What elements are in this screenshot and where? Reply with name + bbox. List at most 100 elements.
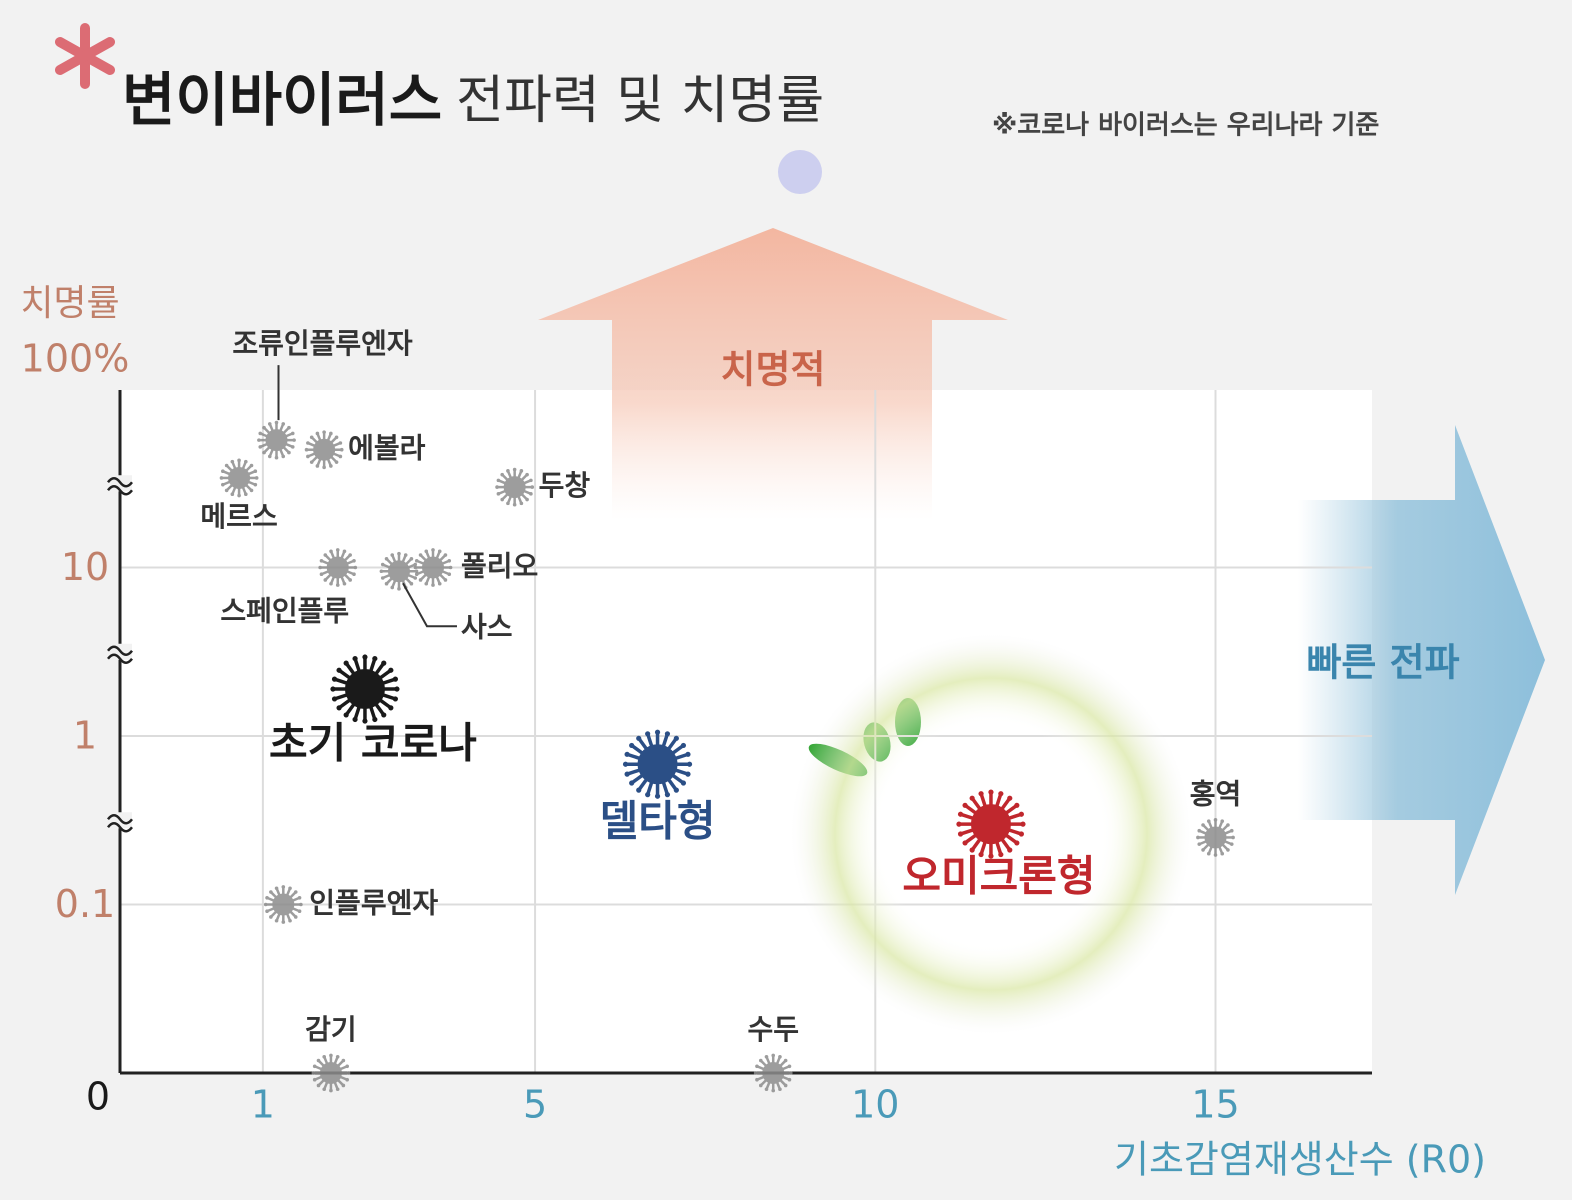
axis-break (107, 477, 133, 488)
virus-point (379, 551, 419, 591)
virus-tip (334, 460, 339, 464)
virus-body (228, 466, 251, 489)
virus-tip (424, 549, 429, 554)
virus-tip (230, 459, 235, 464)
virus-tip (418, 578, 423, 582)
virus-tip (1201, 848, 1205, 852)
point-label: 스페인플루 (220, 595, 349, 628)
virus-tip (299, 902, 303, 907)
virus-tip (221, 482, 225, 487)
virus-tip (341, 1083, 346, 1088)
virus-tip (258, 431, 263, 436)
virus-tip (274, 886, 279, 891)
virus-body (272, 893, 295, 916)
virus-tip (311, 1071, 316, 1075)
virus-body (326, 556, 349, 579)
virus-point (219, 458, 259, 498)
point-label: 인플루엔자 (309, 887, 438, 920)
virus-tip (1226, 848, 1230, 852)
virus-tip (290, 431, 295, 436)
virus-tip (267, 422, 272, 426)
virus-tip (978, 851, 984, 858)
point-label: 두창 (539, 469, 591, 502)
virus-tip (969, 795, 975, 801)
virus-tip (529, 478, 533, 483)
virus-tip (293, 890, 298, 894)
virus-tip (334, 435, 339, 440)
virus-tip (1007, 847, 1013, 853)
virus-tip (343, 712, 349, 718)
annotation: 빠른 전파 (1306, 641, 1459, 685)
virus-tip (244, 492, 248, 497)
point-label: 감기 (305, 1013, 357, 1046)
virus-tip (336, 705, 342, 711)
virus-body (319, 1062, 342, 1084)
virus-tip (778, 1054, 782, 1059)
virus-tip (1220, 819, 1225, 823)
virus-tip (312, 1064, 317, 1069)
virus-tip (778, 1087, 782, 1092)
axis-break (107, 653, 133, 664)
x-tick-label: 1 (251, 1083, 275, 1127)
axis-break (107, 645, 133, 656)
title: 변이바이러스 (122, 66, 442, 134)
virus-tip (512, 502, 517, 507)
x-axis-label: 기초감염재생산수 (R0) (1114, 1138, 1486, 1182)
virus-tip (525, 472, 529, 477)
virus-tip (244, 459, 248, 464)
virus-tip (262, 425, 266, 430)
virus-point (413, 548, 453, 587)
x-tick-label: 10 (851, 1083, 899, 1127)
virus-tip (329, 581, 333, 586)
virus-tip (265, 909, 269, 914)
point-label: 초기 코로나 (269, 719, 477, 768)
virus-tip (686, 761, 693, 767)
y-tick-label: 1 (73, 714, 97, 758)
virus-tip (315, 431, 320, 436)
virus-tip (312, 1077, 317, 1082)
virus-tip (783, 1083, 788, 1088)
icon-stroke (55, 37, 115, 75)
virus-tip (335, 1054, 340, 1059)
virus-tip (319, 572, 324, 577)
right-arrow (1298, 425, 1545, 895)
virus-tip (335, 1087, 340, 1092)
virus-tip (1197, 828, 1202, 833)
virus-tip (414, 558, 419, 563)
virus-point (330, 654, 400, 724)
virus-tip (379, 569, 384, 574)
virus-body (637, 744, 678, 785)
virus-tip (258, 445, 263, 449)
axis-break (107, 485, 133, 496)
virus-tip (322, 1054, 326, 1059)
y-tick-label: 100% (21, 337, 130, 381)
virus-tip (753, 1071, 758, 1075)
point-label: 홍역 (1190, 777, 1242, 810)
point-label: 메르스 (200, 500, 277, 533)
virus-tip (348, 578, 352, 582)
virus-tip (403, 553, 408, 557)
virus-tip (956, 821, 962, 827)
virus-tip (680, 780, 687, 786)
virus-point (263, 885, 303, 924)
virus-tip (636, 787, 642, 793)
virus-tip (443, 578, 448, 582)
virus-tip (495, 485, 499, 489)
virus-tip (249, 488, 254, 493)
virus-tip (388, 667, 394, 673)
virus-tip (758, 1058, 763, 1063)
y-axis-label: 치명률 (20, 283, 119, 324)
virus-point (956, 789, 1026, 859)
virus-tip (500, 497, 505, 502)
virus-tip (336, 667, 342, 673)
virus-tip (290, 445, 295, 449)
virus-tip (306, 454, 310, 459)
virus-tip (624, 771, 630, 777)
virus-tip (269, 915, 273, 919)
virus-tip (622, 761, 629, 767)
virus-tip (331, 676, 338, 682)
virus-tip (263, 902, 268, 907)
callout (402, 582, 457, 628)
virus-tip (253, 482, 258, 487)
